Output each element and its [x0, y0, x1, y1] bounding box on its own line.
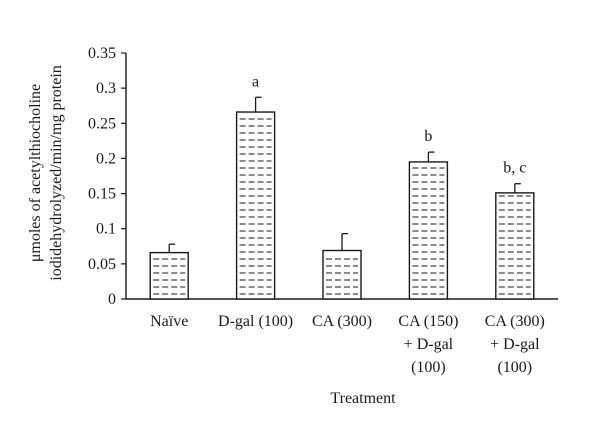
y-tick-label: 0.15 — [88, 186, 116, 203]
y-tick-label: 0.25 — [88, 115, 116, 132]
x-tick-label: D-gal (100) — [218, 313, 293, 330]
significance-label: a — [252, 73, 259, 90]
bar — [495, 192, 535, 300]
x-tick-label: CA (300) — [312, 313, 372, 330]
x-tick-label: CA (300) — [485, 313, 545, 330]
x-tick-label: + D-gal — [404, 336, 454, 353]
bar — [149, 251, 189, 300]
x-tick-label: CA (150) — [398, 313, 458, 330]
bar — [235, 111, 276, 300]
y-axis-title-line-2: iodidehydrolyzed/min/mg protein — [48, 65, 65, 281]
x-tick-label: (100) — [497, 359, 532, 376]
y-tick-label: 0 — [108, 291, 116, 308]
y-tick-label: 0.35 — [88, 45, 116, 62]
y-tick-label: 0.3 — [96, 80, 116, 97]
x-axis-title: Treatment — [330, 390, 396, 407]
y-tick-label: 0.1 — [96, 221, 116, 238]
y-tick-label: 0.05 — [88, 256, 116, 273]
plot-area: 0 0.05 0.1 0.15 0.2 0.25 0.3 0.35 Naïve a D-gal (1… — [88, 45, 558, 376]
x-tick-label: Naïve — [150, 313, 188, 330]
x-tick-label: (100) — [411, 359, 446, 376]
significance-label: b — [424, 128, 432, 145]
y-tick-label: 0.2 — [96, 150, 116, 167]
y-axis-title-line-1: μmoles of acetylthiocholine — [27, 84, 44, 262]
significance-label: b, c — [503, 160, 526, 177]
x-tick-label: + D-gal — [490, 336, 540, 353]
y-axis-title: μmoles of acetylthiocholine iodidehydrol… — [27, 65, 65, 281]
bar — [322, 249, 362, 300]
